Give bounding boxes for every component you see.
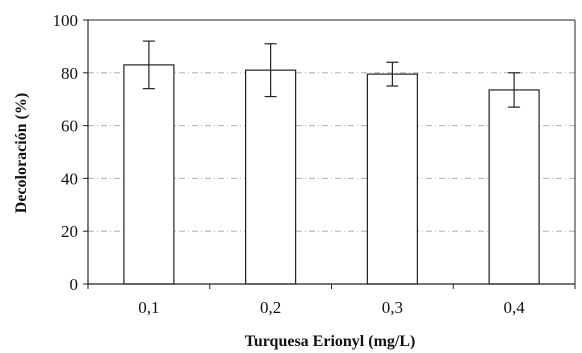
y-tick-label: 80: [61, 64, 78, 83]
x-axis-title: Turquesa Erionyl (mg/L): [245, 333, 416, 350]
bar: [123, 64, 175, 285]
x-tick-label: 0,3: [382, 298, 403, 317]
axes: [83, 19, 576, 289]
y-tick-label: 20: [61, 222, 78, 241]
y-tick-label: 100: [53, 11, 79, 30]
bars: [123, 64, 540, 285]
x-tick-label: 0,2: [260, 298, 281, 317]
bar: [488, 89, 540, 285]
bar: [366, 73, 418, 285]
y-tick-label: 60: [61, 117, 78, 136]
y-axis-title: Decoloración (%): [13, 93, 30, 213]
x-tick-label: 0,1: [138, 298, 159, 317]
x-tick-label: 0,4: [504, 298, 526, 317]
y-tick-label: 40: [61, 169, 78, 188]
error-bars: [142, 40, 521, 108]
y-tick-label: 0: [70, 275, 79, 294]
y-tick-labels: 0 20 40 60 80 100: [53, 11, 79, 294]
x-tick-labels: 0,1 0,2 0,3 0,4: [138, 298, 525, 317]
bar: [245, 69, 297, 285]
